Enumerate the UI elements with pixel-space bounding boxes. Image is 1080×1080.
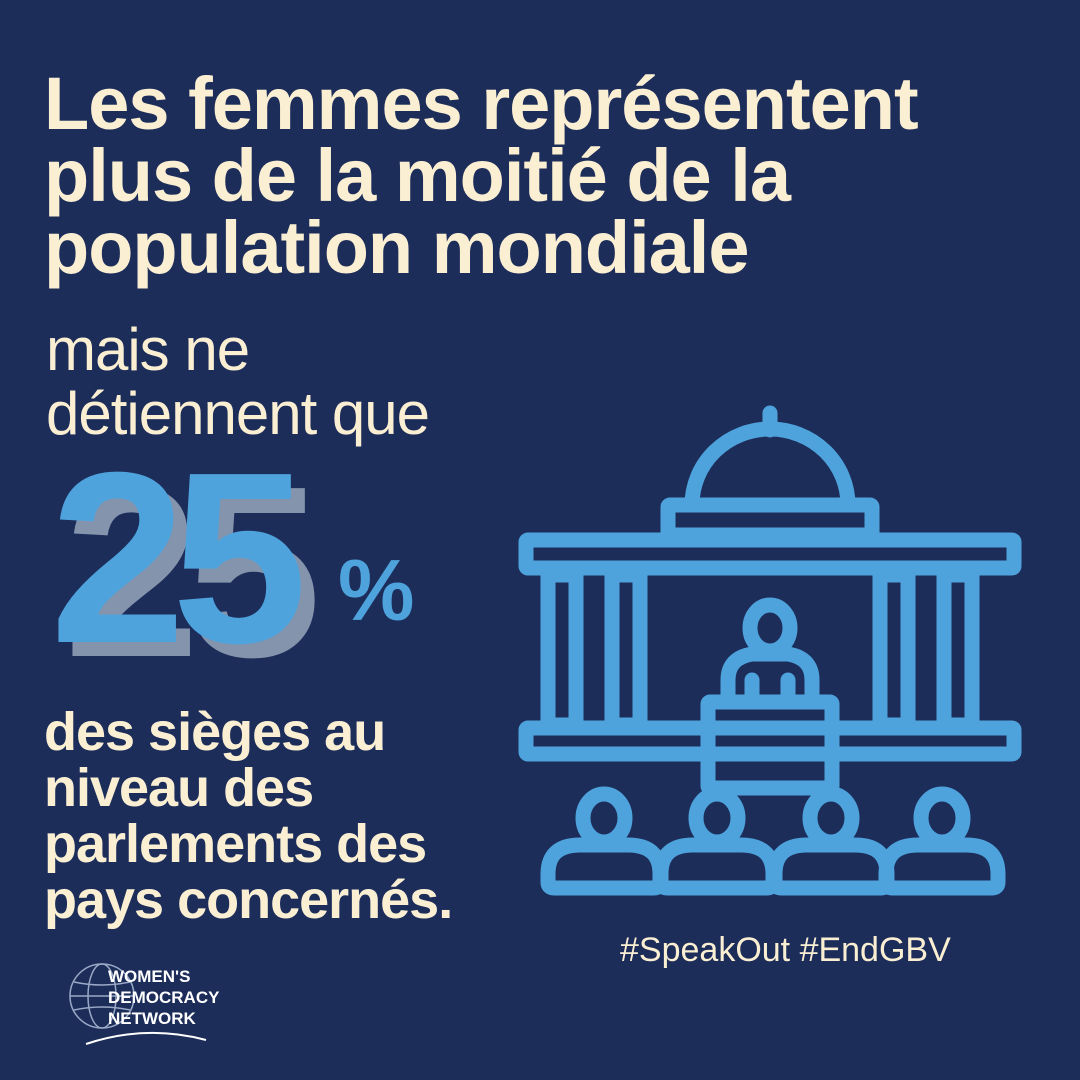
stat-value: 25 [50,421,307,694]
lead-line-2: détiennent que [46,380,430,447]
stat-value-shadow: 25 [64,435,321,708]
hashtags: #SpeakOut #EndGBV [620,931,951,969]
stat-block: 25 25 % [50,421,490,694]
logo-line-2: DEMOCRACY [108,988,220,1007]
headline: Les femmes représentent plus de la moiti… [44,62,1054,289]
headline-line-1: Les femmes représentent [44,62,919,145]
headline-line-2: plus de la moitié de la [44,134,791,217]
tail-line-3: parlements des [44,814,427,874]
logo-line-3: NETWORK [108,1009,196,1028]
tail-line-1: des sièges au [44,702,386,762]
tail-line-4: pays concernés. [44,870,453,930]
stat-unit: % [338,543,415,639]
lead-text: mais ne détiennent que [46,316,430,447]
globe-logo-icon [69,963,207,1045]
tail-text: des sièges au niveau des parlements des … [44,702,453,930]
logo-text: WOMEN'S DEMOCRACY NETWORK [108,966,219,1029]
headline-line-3: population mondiale [44,206,750,289]
logo: WOMEN'S DEMOCRACY NETWORK [66,958,246,1048]
logo-line-1: WOMEN'S [108,967,191,986]
lead-line-1: mais ne [46,316,250,383]
tail-line-2: niveau des [44,758,314,818]
